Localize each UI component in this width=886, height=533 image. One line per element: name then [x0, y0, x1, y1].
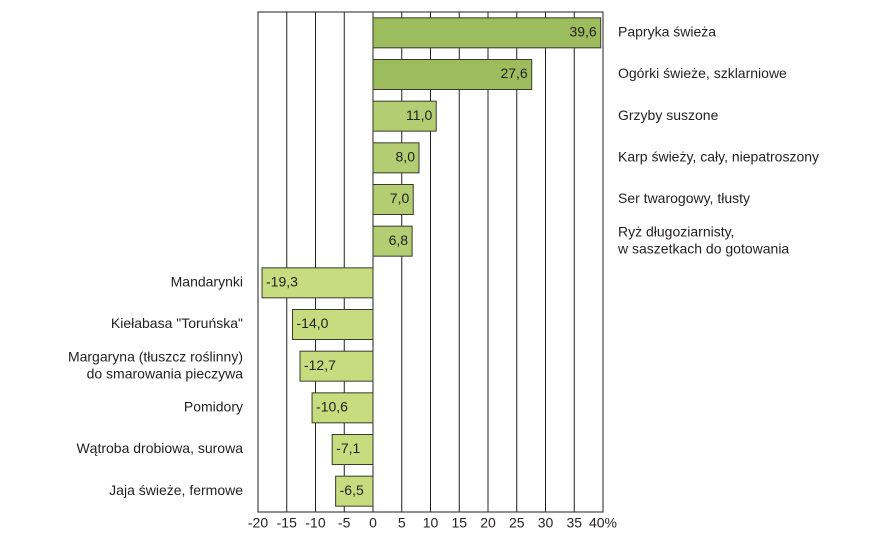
x-tick-label: 20: [480, 515, 496, 531]
x-tick-label: 40%: [589, 515, 617, 531]
category-label: Ogórki świeże, szklarniowe: [618, 65, 787, 81]
bar: [372, 59, 533, 90]
category-label: Margaryna (tłuszcz roślinny) do smarowani…: [68, 348, 243, 381]
value-label: -12,7: [304, 357, 336, 373]
value-label: 8,0: [396, 149, 416, 165]
bar: [372, 100, 437, 132]
value-label: -6,5: [340, 482, 364, 498]
category-label: Ser twarogowy, tłusty: [618, 190, 750, 206]
value-label: -14,0: [297, 315, 329, 331]
x-tick-label: 15: [451, 515, 467, 531]
bar: [299, 350, 374, 382]
x-tick-label: 10: [423, 515, 439, 531]
category-label: Pomidory: [184, 399, 243, 415]
bar: [331, 434, 374, 465]
bar: [292, 309, 374, 340]
category-label: Wątroba drobiowa, surowa: [76, 440, 243, 456]
bar: [311, 392, 374, 424]
x-tick-label: -10: [305, 515, 325, 531]
x-tick-label: -15: [277, 515, 297, 531]
category-label: Jaja świeże, fermowe: [109, 482, 243, 498]
x-tick-label: 0: [369, 515, 377, 531]
bar: [335, 475, 374, 507]
x-tick-label: 35: [566, 515, 582, 531]
category-label: Mandarynki: [171, 274, 243, 290]
category-label: Kiełabasa "Toruńska": [111, 315, 243, 331]
bar: [372, 142, 420, 174]
category-label: Papryka świeża: [618, 24, 716, 40]
value-label: -19,3: [266, 274, 298, 290]
value-label: -10,6: [316, 399, 348, 415]
value-label: 11,0: [406, 107, 432, 123]
x-tick-label: -20: [248, 515, 268, 531]
value-label: 27,6: [500, 65, 527, 81]
x-tick-label: 5: [398, 515, 406, 531]
category-label: Grzyby suszone: [618, 107, 719, 123]
plot-frame: [257, 11, 604, 513]
bar: [372, 225, 413, 257]
x-tick-label: 25: [509, 515, 525, 531]
value-label: -7,1: [336, 440, 360, 456]
value-label: 39,6: [569, 24, 596, 40]
bar: [372, 184, 414, 215]
category-label: Karp świeży, cały, niepatroszony: [618, 149, 819, 165]
value-label: 6,8: [389, 232, 409, 248]
x-tick-label: -5: [338, 515, 351, 531]
bar: [372, 17, 602, 49]
x-tick-label: 30: [538, 515, 554, 531]
value-label: 7,0: [390, 190, 410, 206]
bar: [261, 267, 374, 299]
category-label: Ryż długoziarnisty, w saszetkach do gotow…: [617, 223, 789, 256]
